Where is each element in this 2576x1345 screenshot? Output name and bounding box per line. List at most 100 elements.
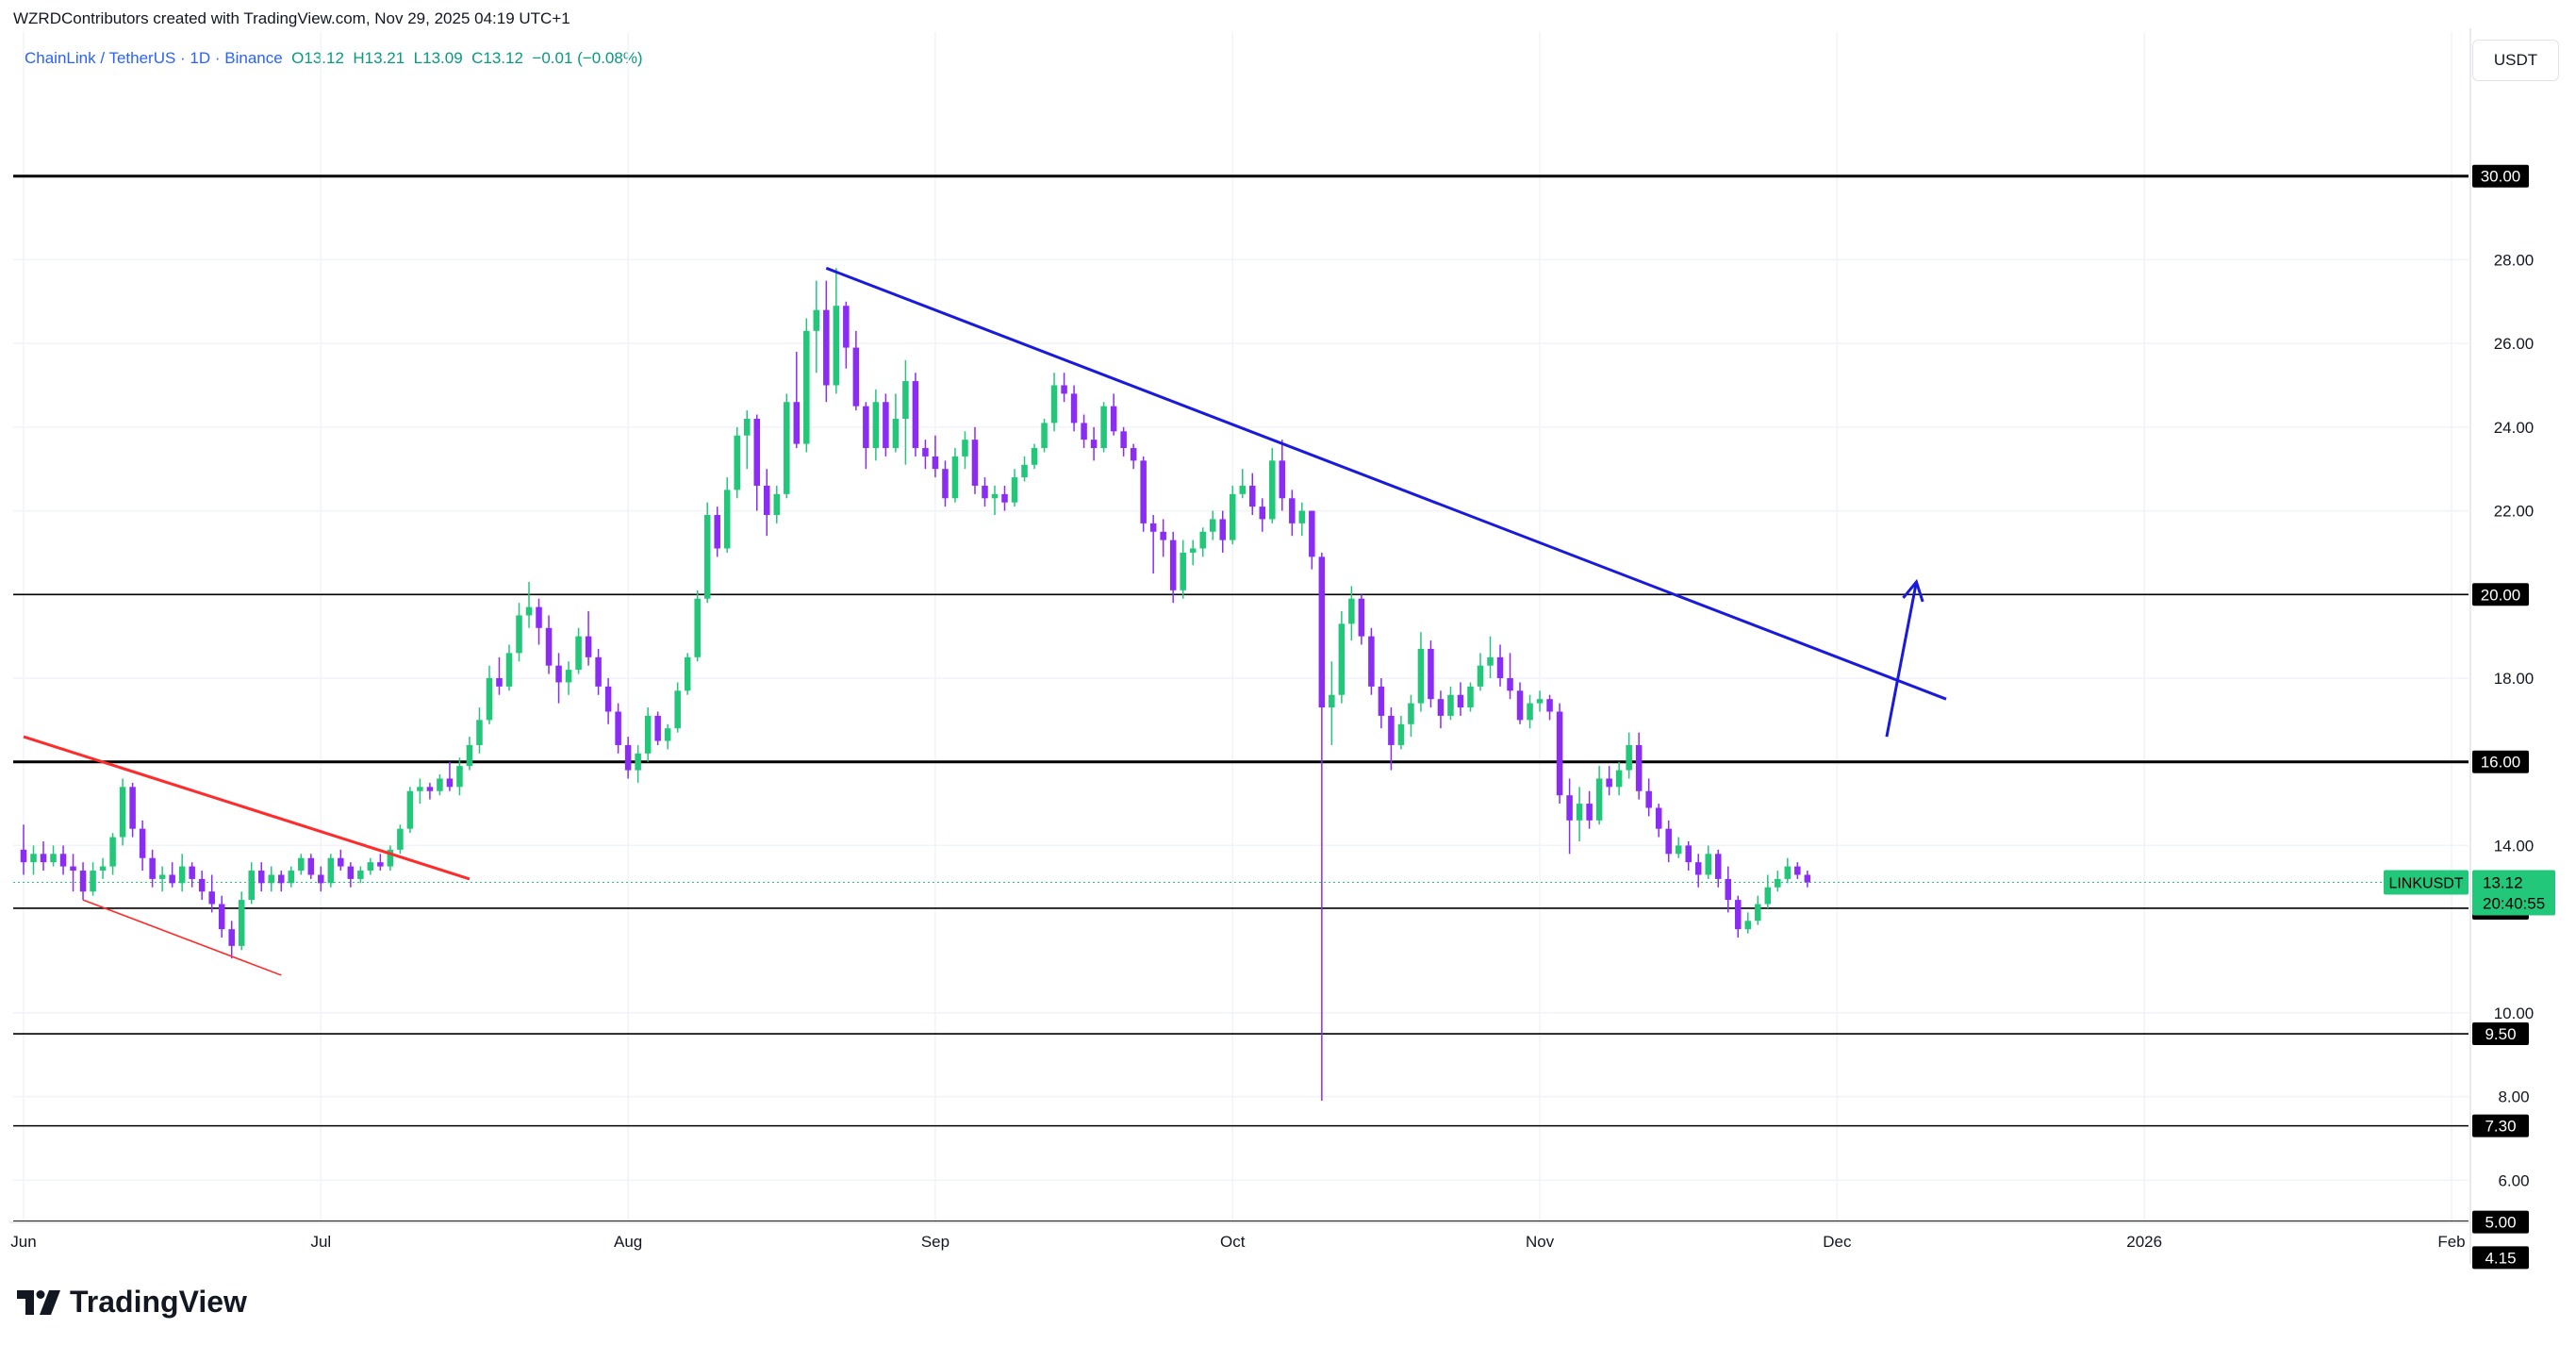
level-price-label: 20.00 bbox=[2481, 586, 2521, 604]
candle-body bbox=[615, 711, 621, 745]
candle-body bbox=[813, 309, 820, 331]
candle-body bbox=[1309, 510, 1315, 557]
y-tick-label: 6.00 bbox=[2498, 1171, 2529, 1189]
candle-body bbox=[30, 854, 37, 863]
currency-button[interactable]: USDT bbox=[2472, 40, 2559, 81]
candle-body bbox=[1397, 723, 1405, 745]
y-tick-label: 26.00 bbox=[2494, 335, 2535, 353]
candle-body bbox=[476, 720, 483, 745]
tradingview-logo[interactable]: TradingView bbox=[17, 1285, 247, 1320]
tradingview-logo-icon bbox=[17, 1289, 60, 1315]
candle-body bbox=[803, 330, 810, 444]
x-tick-label: Jul bbox=[310, 1233, 331, 1251]
candle-body bbox=[951, 456, 959, 499]
candle-body bbox=[1279, 460, 1286, 499]
candle-body bbox=[764, 485, 770, 516]
candle-body bbox=[178, 866, 186, 884]
candle-body bbox=[437, 778, 443, 791]
candle-body bbox=[773, 493, 781, 516]
level-price-tag bbox=[2472, 750, 2529, 773]
candle-body bbox=[1041, 423, 1048, 449]
candle-body bbox=[555, 665, 562, 683]
candle-body bbox=[1249, 485, 1256, 507]
candle-body bbox=[604, 686, 612, 712]
legend-high: H13.21 bbox=[353, 49, 405, 67]
candle-body bbox=[912, 381, 919, 449]
candle-body bbox=[1189, 548, 1197, 553]
candle-body bbox=[793, 402, 801, 444]
candle-body bbox=[1378, 686, 1385, 716]
candle-body bbox=[456, 766, 463, 788]
candle-body bbox=[902, 381, 909, 419]
candle-body bbox=[1120, 431, 1127, 449]
candle-body bbox=[1725, 878, 1732, 901]
candle-body bbox=[298, 857, 305, 872]
candle-body bbox=[1665, 828, 1672, 855]
candle-body bbox=[1595, 778, 1603, 821]
candle-body bbox=[257, 871, 265, 884]
candle-body bbox=[852, 347, 860, 407]
candle-body bbox=[922, 448, 929, 457]
candle-body bbox=[1487, 656, 1494, 666]
candle-body bbox=[1199, 531, 1206, 549]
candle-body bbox=[635, 753, 641, 771]
candle-body bbox=[505, 653, 513, 687]
candle-body bbox=[694, 598, 701, 657]
candle-body bbox=[1705, 854, 1711, 875]
candle-body bbox=[703, 515, 711, 599]
candle-body bbox=[1289, 498, 1296, 523]
candle-body bbox=[367, 862, 374, 872]
legend-symbol[interactable]: ChainLink / TetherUS · 1D · Binance bbox=[25, 49, 283, 67]
candle-body bbox=[466, 744, 473, 767]
candle-body bbox=[446, 778, 454, 788]
candle-body bbox=[1219, 519, 1226, 540]
candle-body bbox=[1496, 656, 1504, 678]
y-tick-label: 18.00 bbox=[2494, 670, 2535, 688]
x-tick-label: Dec bbox=[1823, 1233, 1852, 1251]
candle-body bbox=[228, 929, 235, 946]
level-price-label: 30.00 bbox=[2481, 168, 2521, 186]
candle-body bbox=[1100, 406, 1107, 449]
y-tick-label: 8.00 bbox=[2498, 1088, 2529, 1106]
candle-body bbox=[525, 606, 533, 616]
candle-body bbox=[1635, 744, 1643, 791]
candle-body bbox=[1160, 531, 1166, 540]
trendline bbox=[825, 266, 1947, 701]
candle-body bbox=[238, 900, 245, 946]
candle-body bbox=[1180, 552, 1186, 590]
candle-body bbox=[307, 857, 315, 875]
legend-change: −0.01 (−0.08%) bbox=[532, 49, 643, 67]
level-price-tag bbox=[2472, 1022, 2529, 1046]
candle-body bbox=[872, 402, 880, 449]
candle-body bbox=[892, 418, 900, 449]
candle-body bbox=[129, 787, 136, 829]
candle-body bbox=[387, 849, 394, 867]
symbol-tag-label: LINKUSDT bbox=[2388, 875, 2463, 891]
candle-body bbox=[208, 891, 215, 905]
y-tick-label: 14.00 bbox=[2494, 837, 2535, 855]
candle-body bbox=[565, 670, 572, 683]
candle-body bbox=[1516, 690, 1524, 721]
candle-body bbox=[198, 878, 206, 892]
candle-body bbox=[149, 857, 156, 879]
current-price-label: 13.12 bbox=[2483, 873, 2523, 891]
legend-open: O13.12 bbox=[291, 49, 344, 67]
candle-body bbox=[1081, 423, 1087, 440]
candle-body bbox=[1417, 648, 1425, 704]
candle-body bbox=[1694, 862, 1702, 875]
candle-body bbox=[40, 854, 47, 863]
candle-body bbox=[883, 402, 889, 449]
tradingview-logo-text: TradingView bbox=[70, 1285, 247, 1319]
candle-body bbox=[1011, 477, 1018, 503]
candle-body bbox=[139, 828, 146, 858]
candle-body bbox=[674, 690, 681, 729]
candle-body bbox=[1655, 807, 1662, 829]
candle-body bbox=[1050, 385, 1058, 423]
candle-body bbox=[664, 728, 671, 741]
level-price-label: 16.00 bbox=[2481, 754, 2521, 772]
candle-body bbox=[318, 874, 324, 884]
candle-body bbox=[734, 435, 740, 490]
candle-body bbox=[1755, 904, 1761, 922]
candle-body bbox=[426, 787, 434, 791]
